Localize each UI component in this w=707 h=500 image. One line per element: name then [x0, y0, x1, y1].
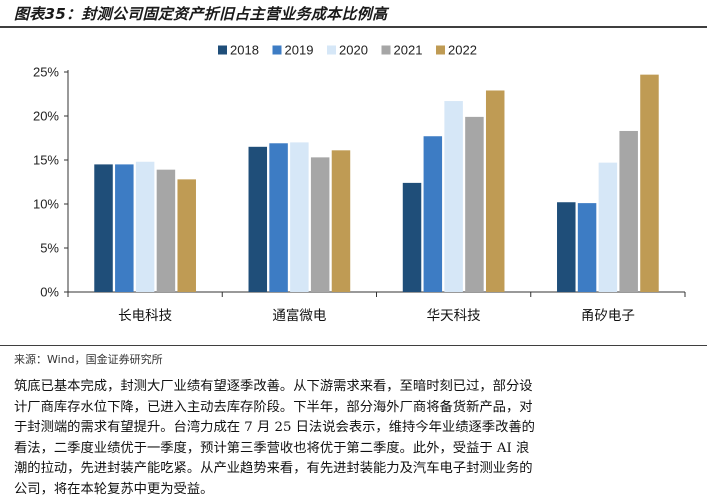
legend-swatch	[218, 46, 227, 55]
bar-2021	[465, 117, 484, 292]
body-line: 计厂商库存水位下降，已进入主动去库存阶段。下半年，部分海外厂商将备货新产品，对	[14, 398, 694, 419]
bar-2018	[403, 183, 422, 292]
bars	[94, 75, 658, 292]
chart-legend: 2018 2019 2020 2021 2022	[218, 43, 477, 58]
bar-2018	[557, 202, 576, 292]
bar-2022	[332, 150, 351, 292]
x-axis: 长电科技 通富微电 华天科技 甬矽电子	[68, 292, 685, 324]
bar-2021	[311, 157, 330, 292]
bar-2019	[578, 203, 597, 292]
figure-source: 来源：Wind，国金证券研究所	[14, 351, 163, 367]
y-tick-label: 5%	[40, 241, 59, 256]
bar-2018	[94, 164, 113, 292]
legend-swatch	[436, 46, 445, 55]
body-line: 筑底已基本完成，封测大厂业绩有望逐季改善。从下游需求来看，至暗时刻已过，部分设	[14, 377, 694, 398]
source-divider	[0, 345, 707, 346]
y-tick-label: 20%	[33, 109, 59, 124]
y-tick-label: 10%	[33, 197, 59, 212]
bar-2020	[444, 101, 463, 292]
bar-2021	[619, 131, 638, 292]
bar-2019	[115, 164, 134, 292]
legend-label: 2018	[230, 43, 259, 58]
figure-title-bar: 图表35：封测公司固定资产折旧占主营业务成本比例高	[0, 0, 707, 28]
bar-2020	[136, 162, 155, 292]
x-category-label: 长电科技	[118, 308, 172, 324]
bar-2022	[640, 75, 659, 292]
body-line: 看法，二季度业绩优于一季度，预计第三季营收也将优于第二季度。此外，受益于 AI …	[14, 439, 694, 460]
bar-2021	[157, 170, 176, 292]
bar-2020	[290, 142, 309, 292]
legend-label: 2021	[394, 43, 423, 58]
x-category-label: 甬矽电子	[581, 308, 635, 324]
bar-2020	[599, 163, 618, 292]
bar-2022	[486, 90, 505, 292]
y-tick-label: 0%	[40, 285, 59, 300]
legend-label: 2022	[448, 43, 477, 58]
x-category-label: 华天科技	[427, 308, 481, 324]
legend-swatch	[382, 46, 391, 55]
bar-2019	[269, 143, 288, 292]
legend-swatch	[273, 46, 282, 55]
legend-label: 2019	[285, 43, 314, 58]
y-axis: 0% 5% 10% 15% 20% 25%	[33, 65, 68, 300]
body-line: 潮的拉动，先进封装产能吃紧。从产业趋势来看，有先进封装能力及汽车电子封测业务的	[14, 459, 694, 480]
body-line: 于封测端的需求有望提升。台湾力成在 7 月 25 日法说会表示，维持今年业绩逐季…	[14, 418, 694, 439]
bar-2022	[177, 179, 196, 292]
bar-2019	[424, 136, 443, 292]
figure-title: 图表35：封测公司固定资产折旧占主营业务成本比例高	[14, 3, 387, 24]
body-paragraph: 筑底已基本完成，封测大厂业绩有望逐季改善。从下游需求来看，至暗时刻已过，部分设 …	[14, 377, 694, 500]
x-category-label: 通富微电	[272, 307, 326, 324]
bar-2018	[249, 147, 268, 292]
bar-chart: 2018 2019 2020 2021 2022 0% 5% 10% 15% 20% 25% 长电…	[0, 28, 707, 343]
y-tick-label: 15%	[33, 153, 59, 168]
legend-label: 2020	[339, 43, 368, 58]
legend-swatch	[327, 46, 336, 55]
y-tick-label: 25%	[33, 65, 59, 80]
